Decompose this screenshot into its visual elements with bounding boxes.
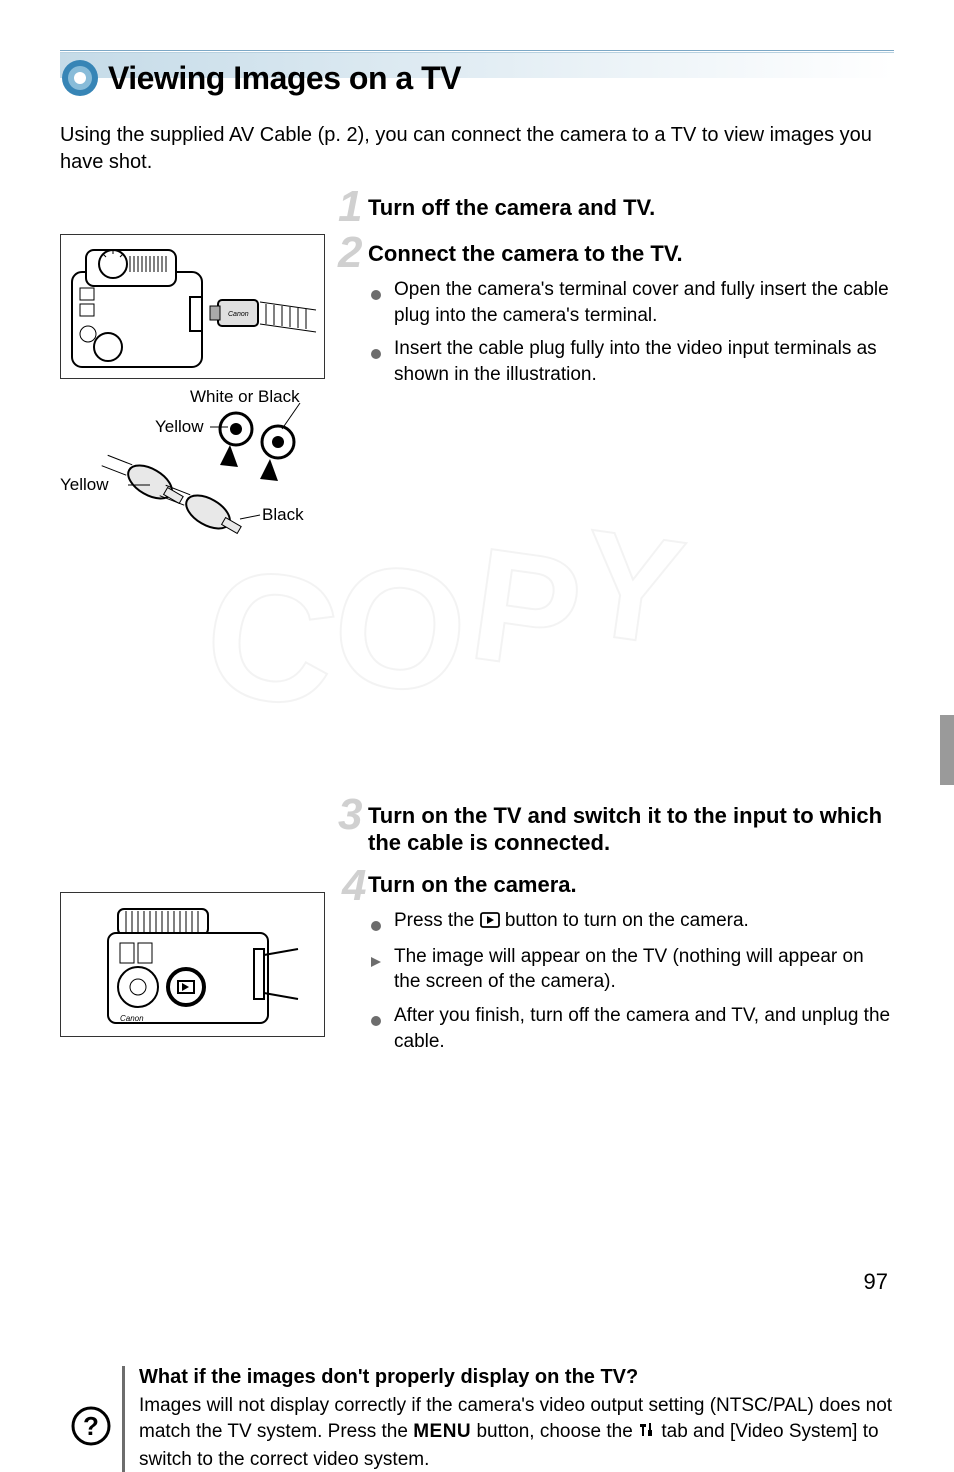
playback-button-icon [480,910,500,936]
callout-title: What if the images don't properly displa… [139,1366,894,1389]
illustration-camera-cable: Canon [60,234,325,379]
troubleshooting-callout: ? What if the images don't properly disp… [60,1366,894,1472]
page-title: Viewing Images on a TV [108,60,461,97]
step-1-heading: Turn off the camera and TV. [368,194,894,222]
content-columns-2: Canon 3 Turn on the TV and switch it to … [60,802,894,1055]
step-2-bullet-2: Insert the cable plug fully into the vid… [360,336,894,387]
step-2: 2 Connect the camera to the TV. Open the… [360,240,894,388]
svg-text:Canon: Canon [228,311,249,318]
cable-label-white-or-black: White or Black [190,387,300,407]
callout-divider-bar [122,1366,125,1472]
column-spacer-2 [60,1068,894,1338]
callout-icon-column: ? [60,1366,122,1451]
title-rule-2 [60,52,894,53]
manual-page: C O P Y Viewing Images on a TV Using the… [0,0,954,1345]
disc-bullet-icon [370,914,382,940]
page-number: 97 [864,1269,888,1295]
step-4-bullet-1-post: button to turn on the camera. [505,910,749,931]
illustration-camera-playback: Canon [60,892,325,1037]
steps-column: 1 Turn off the camera and TV. 2 Connect … [360,194,894,388]
step-2-heading: Connect the camera to the TV. [368,240,894,268]
step-number-1: 1 [338,182,362,232]
step-4-bullet-3-text: After you finish, turn off the camera an… [394,1005,890,1052]
step-4-bullet-1: Press the button to turn on the camera. [360,908,894,936]
step-4-bullet-3: After you finish, turn off the camera an… [360,1003,894,1054]
disc-bullet-icon [370,283,382,309]
step-4-bullet-2-text: The image will appear on the TV (nothing… [394,946,864,993]
callout-body: What if the images don't properly displa… [137,1366,894,1472]
disc-bullet-icon [370,342,382,368]
illustration-column-2: Canon [60,862,350,1045]
illustration-column: Canon [60,194,350,552]
question-mark-icon: ? [71,1406,111,1451]
disc-bullet-icon [370,1009,382,1035]
steps-column-2: 3 Turn on the TV and switch it to the in… [360,802,894,1055]
step-2-bullet-1-text: Open the camera's terminal cover and ful… [394,279,889,326]
step-4-bullet-2: The image will appear on the TV (nothing… [360,944,894,995]
callout-text: Images will not display correctly if the… [139,1393,894,1472]
step-3: 3 Turn on the TV and switch it to the in… [360,802,894,857]
step-1: 1 Turn off the camera and TV. [360,194,894,222]
triangle-bullet-icon [370,950,382,976]
cable-label-yellow-jack: Yellow [155,417,204,437]
step-number-3: 3 [338,790,362,840]
step-4: 4 Turn on the camera. Press the button t… [360,871,894,1055]
svg-text:Canon: Canon [120,1014,144,1023]
section-title-bar: Viewing Images on a TV [60,50,894,110]
step-4-bullet-1-pre: Press the [394,910,480,931]
content-columns: Canon [60,194,894,388]
title-rule [60,50,894,51]
step-number-4: 4 [342,861,366,911]
cable-label-yellow-plug: Yellow [60,475,109,495]
step-4-heading: Turn on the camera. [368,871,894,899]
tools-tab-icon [638,1421,656,1447]
intro-paragraph: Using the supplied AV Cable (p. 2), you … [60,122,894,176]
step-2-bullet-1: Open the camera's terminal cover and ful… [360,277,894,328]
menu-button-label: MENU [413,1421,471,1442]
section-thumb-tab [940,715,954,785]
svg-text:?: ? [83,1411,99,1441]
illustration-cable-plugs: White or Black Yellow Yellow Black [60,387,325,552]
cable-label-black-plug: Black [262,505,304,525]
step-3-heading: Turn on the TV and switch it to the inpu… [368,802,894,857]
title-bullet-icon [60,58,100,103]
step-2-bullet-2-text: Insert the cable plug fully into the vid… [394,338,877,385]
step-number-2: 2 [338,228,362,278]
callout-text-mid: button, choose the [476,1421,638,1442]
